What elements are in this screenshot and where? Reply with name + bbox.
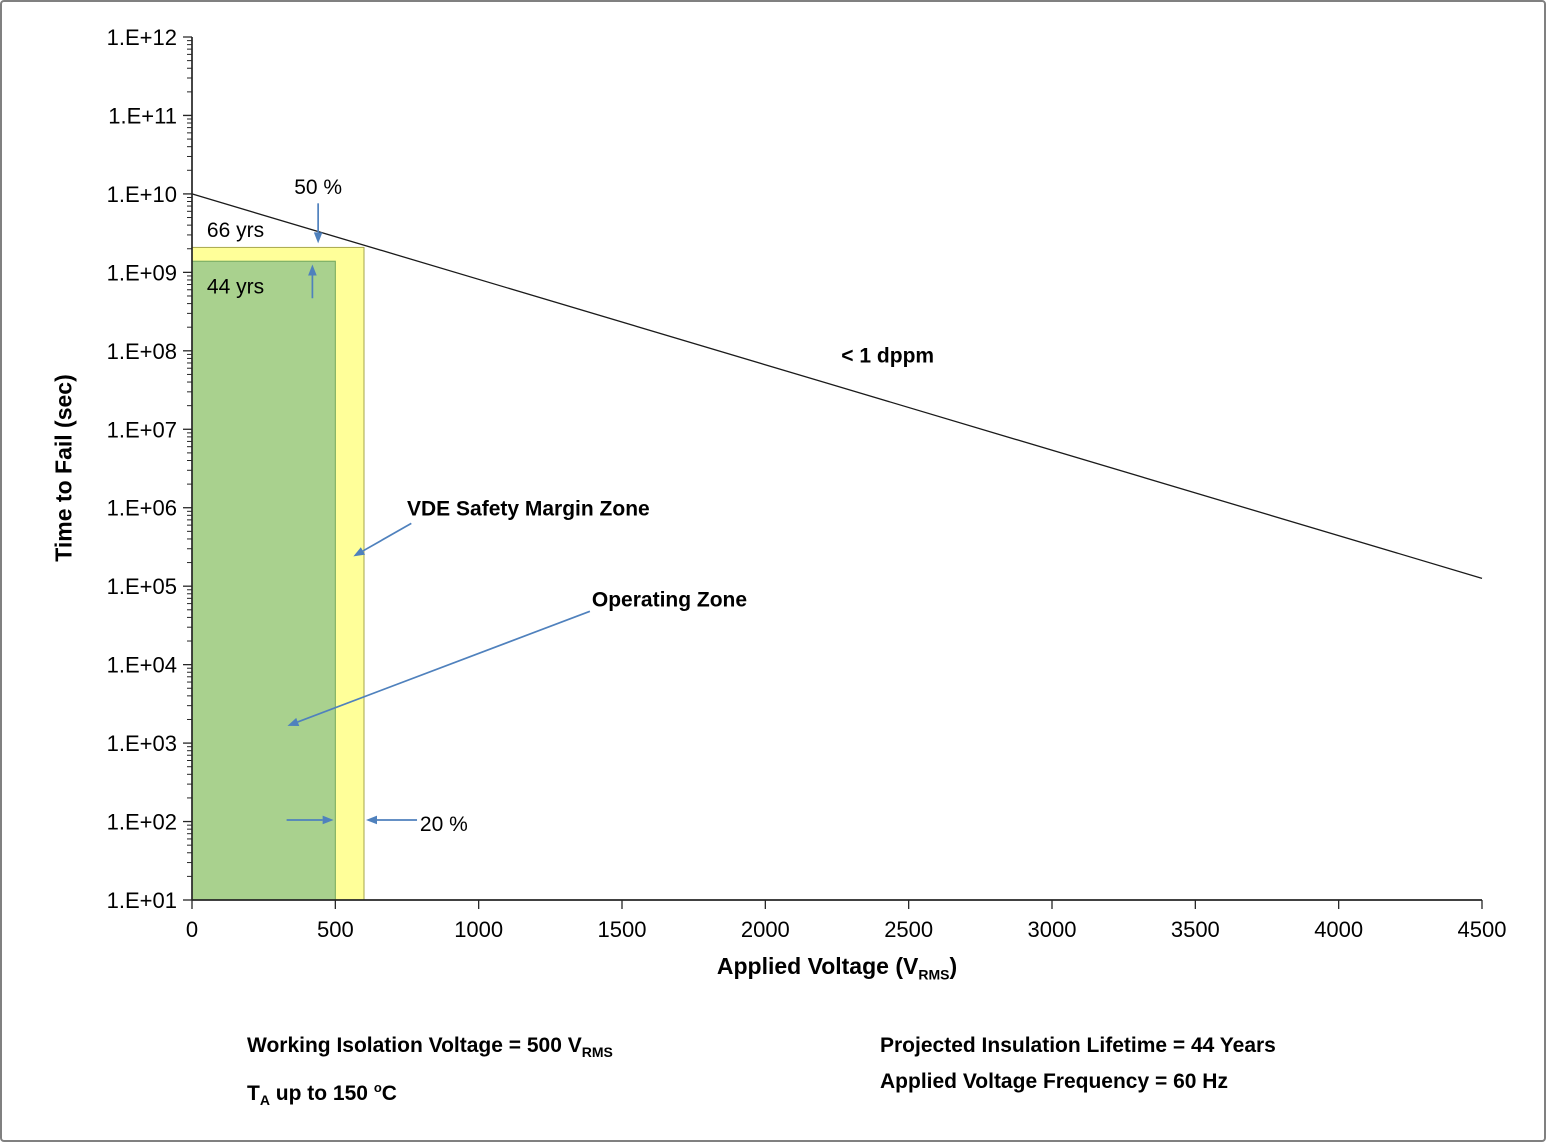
footer-applied-frequency: Applied Voltage Frequency = 60 Hz (880, 1070, 1228, 1093)
label-50-percent: 50 % (294, 176, 342, 199)
x-tick-label: 2500 (884, 917, 933, 942)
footer-working-isolation-voltage: Working Isolation Voltage = 500 VRMS (247, 1028, 613, 1070)
label-operating-zone: Operating Zone (592, 589, 747, 612)
label-vde-safety-margin-zone: VDE Safety Margin Zone (407, 498, 650, 521)
tddb-failure-line (191, 193, 1483, 579)
operating-zone (191, 260, 336, 901)
x-tick-label: 4500 (1458, 917, 1507, 942)
x-tick-label: 1500 (598, 917, 647, 942)
footer-right: Projected Insulation Lifetime = 44 Years… (880, 1028, 1276, 1100)
arrow-44-yrs-head (308, 264, 317, 276)
label-20-percent: 20 % (420, 813, 468, 836)
footer-projected-lifetime: Projected Insulation Lifetime = 44 Years (880, 1034, 1276, 1057)
footer-temp-sub: A (259, 1092, 270, 1109)
arrow-operating-zone-head (287, 717, 300, 726)
footer-temp-unit: C (381, 1082, 397, 1106)
y-tick-label: 1.E+10 (107, 182, 177, 207)
y-tick-label: 1.E+06 (107, 496, 177, 521)
x-tick-label: 2000 (741, 917, 790, 942)
arrow-operating-zone (297, 610, 591, 723)
footer-working-voltage-sub: RMS (581, 1044, 613, 1061)
footer-left: Working Isolation Voltage = 500 VRMS TA … (247, 1028, 613, 1118)
arrow-20-percent-right-head (322, 815, 334, 825)
arrow-vde-safety-margin-zone-head (353, 547, 366, 557)
x-tick-label: 3500 (1171, 917, 1220, 942)
x-tick-label: 500 (317, 917, 354, 942)
y-tick-label: 1.E+07 (107, 417, 177, 442)
y-tick-label: 1.E+09 (107, 260, 177, 285)
arrow-50-percent-head (313, 232, 323, 244)
x-axis-title-pre: Applied Voltage (V (716, 953, 919, 979)
label-66-yrs: 66 yrs (207, 219, 264, 242)
y-tick-label: 1.E+11 (108, 103, 177, 128)
label-less-than-1-dppm: < 1 dppm (841, 345, 934, 368)
y-tick-label: 1.E+02 (107, 810, 177, 835)
x-tick-label: 0 (186, 917, 198, 942)
x-axis-title: Applied Voltage (VRMS) (717, 953, 957, 983)
x-tick-label: 1000 (454, 917, 503, 942)
footer-ambient-temperature: TA up to 150 oC (247, 1070, 613, 1118)
y-tick-label: 1.E+01 (107, 888, 177, 913)
footer-temp-symbol: T (247, 1082, 260, 1106)
x-axis-title-post: ) (949, 953, 958, 979)
footer-working-voltage-text: Working Isolation Voltage = 500 V (247, 1034, 582, 1057)
arrow-20-percent-left-head (366, 815, 378, 825)
x-tick-label: 4000 (1314, 917, 1363, 942)
footer-temp-degree: o (373, 1080, 382, 1096)
y-axis-title-text: Time to Fail (sec) (50, 374, 77, 562)
y-tick-label: 1.E+12 (107, 25, 177, 50)
y-tick-label: 1.E+05 (107, 574, 177, 599)
y-tick-label: 1.E+04 (107, 653, 177, 678)
arrow-vde-safety-margin-zone (362, 522, 412, 552)
x-axis-title-sub: RMS (918, 966, 950, 983)
y-tick-label: 1.E+08 (107, 339, 177, 364)
x-tick-label: 3000 (1028, 917, 1077, 942)
y-axis-title: Time to Fail (sec) (51, 374, 78, 561)
footer-temp-text: up to 150 (269, 1082, 374, 1106)
y-tick-label: 1.E+03 (107, 731, 177, 756)
label-44-yrs: 44 yrs (207, 276, 264, 299)
